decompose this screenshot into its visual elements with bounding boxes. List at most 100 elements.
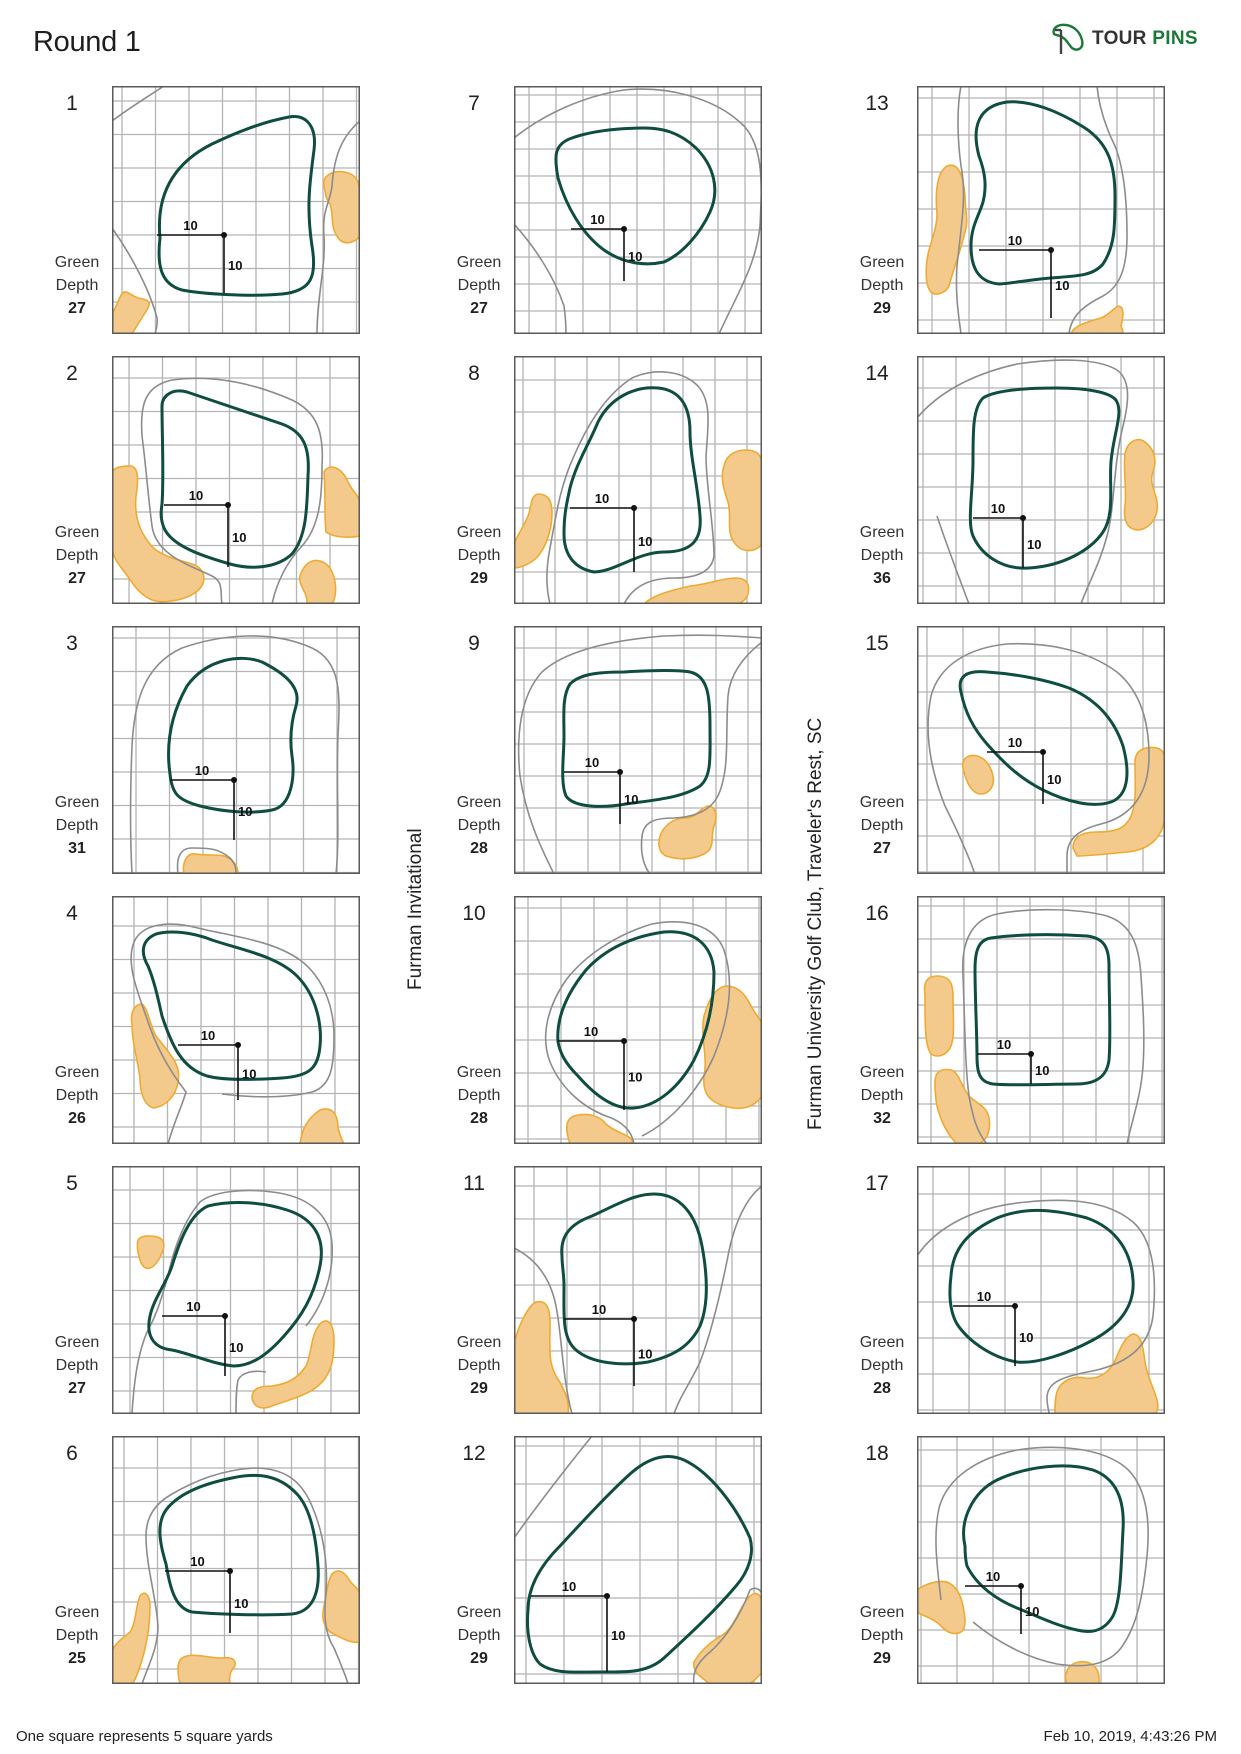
green-depth-label-1: Green [859, 794, 905, 811]
pin-from-left: 10 [997, 1037, 1011, 1052]
green-outline [167, 656, 299, 814]
fringe-line [917, 359, 1129, 604]
hole-number: 13 [865, 92, 889, 115]
green-depth-value: 25 [68, 1650, 86, 1667]
course-name-label: Furman University Golf Club, Traveler's … [805, 717, 826, 1130]
green-outline [157, 115, 316, 297]
pin-from-left: 10 [986, 1569, 1000, 1584]
green-depth-label-1: Green [859, 1604, 905, 1621]
pin-from-front: 10 [228, 258, 242, 273]
green-depth-label-1: Green [859, 1064, 905, 1081]
fringe-line [640, 641, 762, 874]
green-depth-label-1: Green [54, 1334, 100, 1351]
print-timestamp: Feb 10, 2019, 4:43:26 PM [1043, 1728, 1217, 1745]
logo-word-pins: PINS [1152, 28, 1198, 49]
pin-from-left: 10 [585, 755, 599, 770]
green-outline [561, 669, 712, 808]
hole-diagram-16: 10 10 [917, 896, 1165, 1144]
green-depth-label-1: Green [54, 1064, 100, 1081]
hole-diagram-2: 10 10 [112, 356, 360, 604]
fringe-line [514, 1436, 593, 1539]
bunker [923, 975, 955, 1057]
green-depth: Green Depth 27 [46, 521, 108, 590]
green-depth-label-2: Depth [55, 1087, 99, 1104]
green-outline [562, 386, 702, 574]
green-depth-value: 28 [470, 1110, 488, 1127]
green-outline-flag-icon [1052, 23, 1084, 54]
green-depth-label-2: Depth [55, 547, 99, 564]
fringe-line [316, 120, 360, 334]
bunker [322, 170, 360, 244]
green-outline [968, 386, 1121, 570]
bunker [177, 1654, 236, 1684]
green-depth-label-2: Depth [860, 1627, 904, 1644]
green-depth-value: 29 [470, 1380, 488, 1397]
bunker [642, 577, 750, 604]
green-depth-label-2: Depth [457, 817, 501, 834]
green-depth-label-1: Green [456, 1064, 502, 1081]
hole-number: 15 [865, 632, 889, 655]
bunker [1064, 1660, 1100, 1684]
bunker [130, 1003, 180, 1109]
green-depth: Green Depth 32 [851, 1061, 913, 1130]
green-depth: Green Depth 27 [46, 1331, 108, 1400]
pin-location [1020, 515, 1026, 521]
pin-from-front: 10 [238, 804, 252, 819]
fringe-line [130, 923, 335, 1144]
pin-from-front: 10 [1019, 1330, 1033, 1345]
hole-number: 2 [66, 362, 78, 385]
green-depth-label-1: Green [456, 1334, 502, 1351]
green-depth-label-1: Green [456, 794, 502, 811]
green-depth-label-2: Depth [55, 1627, 99, 1644]
grid-lines [514, 356, 762, 604]
hole-diagram-8: 10 10 [514, 356, 762, 604]
fringe-line [935, 1446, 1149, 1667]
hole-diagram-10: 10 10 [514, 896, 762, 1144]
green-depth-label-2: Depth [457, 547, 501, 564]
pin-location [1048, 247, 1054, 253]
bunker [298, 559, 337, 604]
hole-number: 5 [66, 1172, 78, 1195]
green-depth-value: 29 [873, 300, 891, 317]
bunker [251, 1320, 335, 1409]
pin-from-left: 10 [590, 212, 604, 227]
bunker [112, 291, 151, 334]
hole-number: 16 [865, 902, 889, 925]
green-outline [554, 126, 717, 266]
hole-diagram-15: 10 10 [917, 626, 1165, 874]
pin-location [621, 1038, 627, 1044]
green-depth-label-1: Green [54, 524, 100, 541]
grid-lines [917, 1166, 1165, 1414]
green-outline [556, 930, 716, 1110]
green-depth: Green Depth 26 [46, 1061, 108, 1130]
pin-location [617, 769, 623, 775]
green-depth-label-2: Depth [457, 277, 501, 294]
green-depth-value: 29 [470, 1650, 488, 1667]
green-depth-label-2: Depth [55, 1357, 99, 1374]
pin-location [1028, 1051, 1034, 1057]
pin-location [221, 232, 227, 238]
green-depth-label-2: Depth [55, 817, 99, 834]
page-title: Round 1 [33, 26, 141, 58]
green-outline [958, 670, 1129, 806]
fringe-line [235, 1370, 267, 1414]
hole-number: 8 [468, 362, 480, 385]
bunker [961, 754, 995, 795]
fringe-line [517, 634, 762, 874]
hole-diagram-5: 10 10 [112, 1166, 360, 1414]
green-depth-value: 26 [68, 1110, 86, 1127]
tour-pins-logo: TOUR PINS [1050, 22, 1198, 56]
green-depth-value: 29 [470, 570, 488, 587]
fringe-line [176, 847, 237, 874]
green-depth: Green Depth 27 [851, 791, 913, 860]
green-depth-value: 31 [68, 840, 86, 857]
green-outline [962, 1464, 1125, 1633]
fringe-line [544, 921, 731, 1144]
hole-diagram-13: 10 10 [917, 86, 1165, 334]
bunker [514, 1300, 570, 1414]
grid-lines [112, 626, 360, 874]
bunker [514, 493, 553, 569]
pin-from-left: 10 [1008, 233, 1022, 248]
hole-diagram-3: 10 10 [112, 626, 360, 874]
hole-diagram-7: 10 10 [514, 86, 762, 334]
